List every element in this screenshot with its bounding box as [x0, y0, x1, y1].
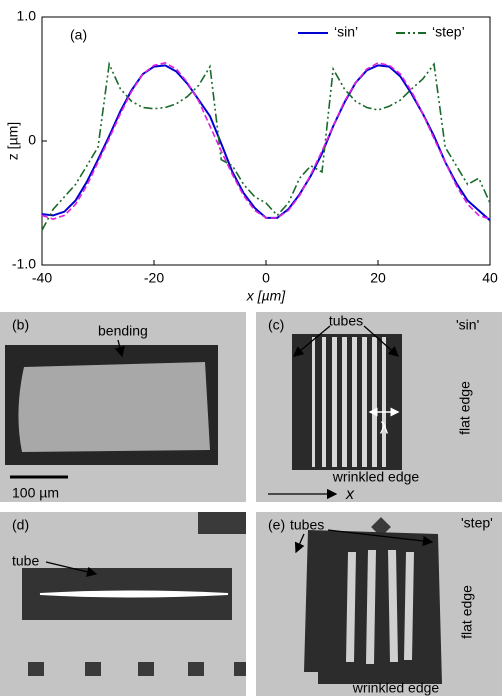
panel-label: (e): [268, 517, 285, 533]
tube: [39, 590, 229, 598]
arrow: [363, 325, 399, 357]
chart: (a) x [µm] z [µm] -40 -20 0 20 40 -1.0 0 1.0 ‘si…: [5, 8, 498, 304]
legend-label: ‘sin’: [334, 24, 358, 40]
x-tick-label: -20: [144, 270, 164, 286]
annotation: tubes: [329, 313, 363, 329]
tag: 'sin': [456, 317, 479, 333]
x-tick-label: 40: [482, 270, 498, 286]
x-axis-label: x [µm]: [246, 288, 287, 304]
arrow: [294, 533, 305, 554]
arrow: [114, 339, 125, 358]
squares: [28, 662, 246, 676]
tag: 'step': [461, 515, 493, 531]
panel-label: (b): [12, 317, 29, 333]
y-tick-label: -1.0: [12, 256, 36, 272]
y-tick-label: 1.0: [17, 8, 37, 24]
period-label: λ: [380, 418, 389, 437]
debris: [198, 512, 246, 534]
axis-label: x: [345, 486, 355, 503]
edge-label: flat edge: [457, 381, 473, 435]
panel-label: (c): [268, 317, 284, 333]
panel-b: (b) bending 100 µm: [0, 312, 246, 502]
line-series: [41, 64, 491, 222]
panel-label: (a): [70, 27, 87, 43]
wrinkles: [346, 550, 414, 664]
edge-label: flat edge: [459, 585, 475, 639]
arrow: [293, 325, 331, 357]
panel-label: (d): [12, 517, 29, 533]
annotation: tubes: [290, 517, 324, 533]
annotation: tube: [12, 553, 39, 569]
panel-c: (c) 'sin' tubes λ wrinkled edge flat edg…: [256, 312, 502, 503]
arrow: [327, 529, 434, 547]
edge-label: wrinkled edge: [352, 680, 440, 696]
arrow: [45, 561, 98, 577]
annotation: bending: [98, 323, 148, 339]
panel-d: (d) tube: [0, 512, 246, 696]
x-tick-label: 20: [370, 270, 386, 286]
edge-label: wrinkled edge: [332, 469, 420, 485]
scale-label: 100 µm: [12, 485, 59, 501]
y-tick-label: 0: [28, 132, 36, 148]
wrinkles: [312, 337, 386, 467]
line-series: [41, 62, 491, 220]
plot-frame: [41, 16, 491, 266]
line-series: [41, 61, 491, 231]
x-tick-label: 0: [262, 270, 270, 286]
x-tick-label: -40: [32, 270, 52, 286]
legend-label: ‘step’: [432, 24, 465, 40]
y-axis-label: z [µm]: [5, 122, 21, 160]
panel-e: (e) 'step' tubes flat edge wrinkled edge: [256, 512, 502, 696]
film-surface: [18, 362, 211, 452]
